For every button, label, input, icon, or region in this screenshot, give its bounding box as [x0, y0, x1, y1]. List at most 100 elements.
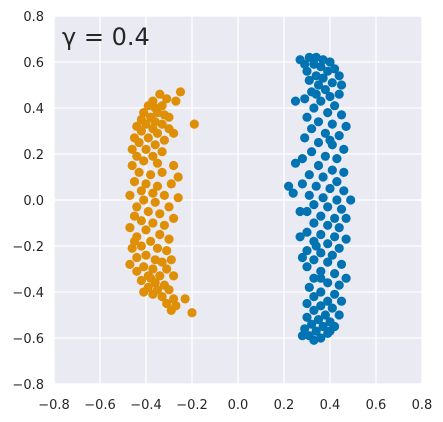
data-point	[316, 287, 326, 297]
data-point	[327, 303, 337, 313]
data-point	[313, 315, 324, 325]
data-point	[148, 151, 158, 161]
data-point	[300, 133, 310, 143]
data-point	[336, 204, 347, 214]
series-1-points	[284, 52, 356, 345]
x-tick-label: 0.4	[320, 398, 341, 413]
data-point	[330, 269, 340, 279]
data-point	[334, 310, 344, 320]
data-point	[320, 310, 330, 320]
data-point	[316, 273, 326, 283]
data-point	[143, 133, 153, 143]
y-tick-label: 0.2	[23, 148, 44, 163]
x-tick-label: −0.2	[176, 398, 208, 413]
data-point	[152, 128, 163, 138]
data-point	[288, 188, 298, 198]
data-point	[334, 131, 344, 141]
data-point	[132, 252, 142, 263]
y-tick-label: −0.4	[12, 286, 44, 301]
data-point	[313, 160, 324, 171]
data-point	[327, 250, 337, 260]
data-point	[152, 108, 163, 118]
data-point	[302, 312, 312, 322]
data-point	[325, 183, 335, 194]
data-point	[316, 248, 326, 258]
series-0-points	[125, 87, 199, 318]
data-point	[320, 151, 330, 161]
data-point	[302, 206, 312, 217]
data-point	[164, 285, 174, 295]
data-point	[302, 298, 312, 309]
data-point	[166, 255, 176, 265]
data-point	[300, 94, 310, 104]
data-point	[169, 271, 179, 281]
data-point	[309, 292, 319, 302]
y-tick-label: 0.8	[23, 10, 44, 25]
x-tick-label: 0.8	[412, 398, 433, 413]
data-point	[316, 96, 326, 106]
data-point	[309, 255, 319, 265]
data-point	[309, 335, 319, 345]
data-point	[284, 181, 294, 191]
data-point	[146, 236, 156, 246]
data-point	[148, 264, 158, 274]
data-point	[323, 278, 333, 288]
data-point	[318, 321, 328, 332]
data-point	[159, 135, 169, 145]
data-point	[173, 193, 183, 203]
data-point	[334, 89, 344, 99]
data-point	[155, 271, 165, 281]
data-point	[323, 257, 333, 267]
data-point	[146, 273, 156, 283]
data-point	[139, 108, 149, 118]
data-point	[323, 296, 333, 306]
data-point	[304, 52, 314, 63]
data-point	[313, 80, 324, 90]
data-point	[129, 177, 140, 187]
data-point	[141, 250, 151, 260]
data-point	[323, 202, 333, 212]
data-point	[125, 190, 135, 200]
data-point	[166, 179, 176, 189]
data-point	[141, 179, 151, 189]
data-point	[152, 243, 163, 253]
x-tick-label: −0.6	[84, 398, 116, 413]
data-point	[148, 188, 158, 198]
data-point	[330, 232, 340, 242]
data-point	[152, 181, 163, 191]
data-point	[316, 333, 326, 343]
x-tick-label: 0.6	[366, 398, 387, 413]
data-point	[127, 144, 137, 154]
data-point	[159, 190, 169, 200]
data-point	[150, 255, 160, 265]
data-point	[189, 119, 199, 129]
data-point	[134, 137, 144, 148]
data-point	[127, 160, 137, 171]
data-point	[304, 75, 314, 85]
data-point	[311, 89, 321, 99]
data-point	[302, 246, 312, 256]
data-point	[311, 181, 321, 191]
data-point	[290, 96, 301, 106]
data-point	[152, 158, 163, 168]
data-point	[155, 229, 165, 240]
data-point	[132, 151, 142, 161]
data-point	[136, 241, 146, 251]
data-point	[157, 257, 167, 267]
data-point	[320, 85, 330, 95]
data-point	[341, 273, 351, 283]
data-point	[330, 289, 340, 299]
data-point	[164, 202, 174, 212]
data-point	[313, 137, 324, 148]
data-point	[169, 160, 179, 171]
data-point	[311, 326, 321, 336]
data-point	[295, 206, 305, 217]
data-point	[309, 305, 319, 315]
data-point	[323, 239, 333, 249]
data-point	[332, 177, 342, 187]
data-point	[318, 73, 328, 83]
data-point	[334, 223, 344, 233]
data-point	[157, 167, 167, 177]
data-point	[332, 195, 342, 205]
data-point	[148, 289, 158, 299]
